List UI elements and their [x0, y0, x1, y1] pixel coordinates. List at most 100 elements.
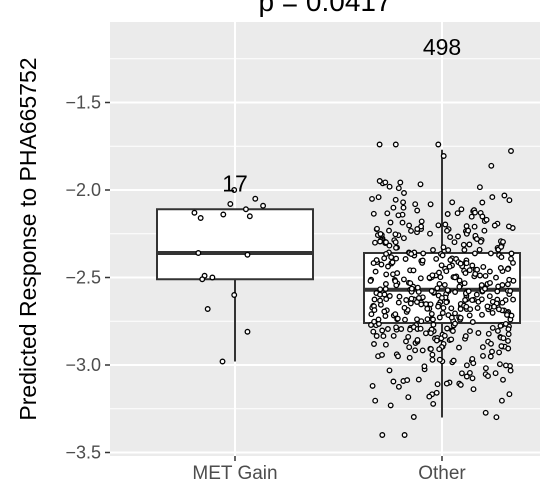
data-point: [446, 263, 453, 270]
data-point: [414, 337, 421, 343]
data-point: [403, 297, 410, 303]
data-point: [427, 330, 434, 337]
data-point: [452, 274, 458, 281]
data-point: [395, 185, 402, 192]
data-point: [393, 244, 399, 251]
data-point: [414, 284, 421, 291]
data-point: [436, 280, 443, 287]
data-point: [376, 178, 383, 184]
data-point: [444, 227, 450, 234]
data-point: [510, 259, 516, 266]
data-point: [450, 357, 457, 364]
data-point: [423, 301, 429, 308]
data-point: [506, 197, 513, 204]
data-point: [404, 377, 411, 384]
data-point: [476, 184, 483, 191]
data-point: [447, 234, 454, 241]
data-point: [398, 326, 405, 332]
data-point: [381, 291, 388, 298]
data-point: [387, 219, 394, 226]
data-point: [444, 325, 451, 332]
data-point: [476, 246, 483, 253]
data-point: [392, 196, 399, 203]
data-point: [382, 313, 389, 319]
data-point: [482, 285, 488, 292]
data-point: [507, 367, 514, 374]
data-point: [471, 250, 478, 257]
data-point: [448, 336, 455, 343]
data-point: [479, 344, 486, 351]
data-point: [440, 244, 447, 251]
data-point: [408, 251, 415, 257]
count-label: 498: [423, 34, 461, 60]
data-point: [474, 266, 481, 273]
data-point: [412, 347, 419, 354]
data-point: [427, 346, 434, 352]
data-point: [480, 352, 486, 359]
data-point: [465, 288, 472, 295]
data-point: [508, 148, 514, 154]
data-point: [260, 202, 267, 209]
data-point: [428, 310, 435, 317]
data-point: [479, 213, 486, 220]
data-point: [401, 304, 408, 311]
data-point: [469, 319, 476, 325]
data-point: [506, 276, 513, 283]
data-point: [466, 241, 473, 248]
data-point: [377, 286, 384, 293]
data-point: [372, 268, 379, 275]
data-point: [473, 236, 480, 242]
data-point: [367, 277, 374, 284]
data-point: [462, 270, 469, 277]
data-point: [466, 312, 473, 319]
data-point: [415, 295, 422, 301]
count-label: 17: [222, 170, 248, 196]
data-point: [390, 378, 397, 385]
data-point: [498, 243, 505, 250]
data-point: [452, 320, 458, 327]
data-point: [369, 195, 375, 202]
data-point: [469, 375, 476, 382]
data-point: [456, 344, 462, 351]
data-point: [392, 141, 399, 148]
data-point: [252, 195, 259, 202]
data-point: [482, 272, 489, 279]
data-point: [448, 314, 455, 321]
data-point: [467, 328, 473, 335]
data-point: [378, 261, 385, 268]
data-point: [455, 233, 461, 240]
data-point: [417, 275, 424, 282]
data-point: [435, 303, 442, 310]
data-point: [418, 301, 425, 308]
data-point: [408, 285, 415, 292]
data-point: [437, 274, 444, 281]
data-point: [439, 252, 446, 259]
data-point: [408, 227, 414, 234]
data-point: [386, 367, 393, 374]
data-point: [386, 293, 393, 299]
data-point: [479, 199, 486, 206]
data-point: [244, 328, 251, 335]
data-point: [395, 299, 402, 306]
data-point: [395, 212, 402, 219]
data-point: [382, 281, 389, 287]
data-point: [399, 219, 406, 226]
data-point: [204, 306, 211, 312]
data-point: [386, 183, 393, 190]
data-point: [403, 338, 409, 345]
data-point: [371, 296, 378, 303]
data-point: [414, 316, 420, 323]
data-point: [429, 272, 436, 279]
data-point: [386, 242, 393, 249]
data-point: [392, 239, 399, 246]
data-point: [454, 210, 461, 217]
data-point: [375, 316, 382, 323]
data-point: [195, 250, 202, 256]
data-point: [505, 337, 511, 344]
data-point: [451, 239, 458, 246]
data-point: [395, 383, 402, 390]
data-point: [436, 356, 443, 363]
data-point: [444, 287, 451, 294]
data-point: [497, 265, 504, 271]
data-point: [375, 194, 382, 201]
